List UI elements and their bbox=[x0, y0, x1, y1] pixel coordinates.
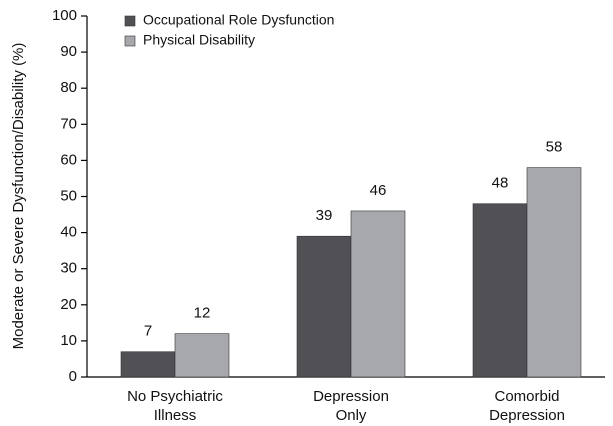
x-tick-label: Depression Only bbox=[313, 388, 389, 424]
data-label: 39 bbox=[316, 207, 333, 224]
y-tick-label: 50 bbox=[60, 187, 77, 204]
legend-swatch bbox=[124, 15, 136, 27]
bar bbox=[526, 167, 582, 378]
bar bbox=[174, 333, 230, 378]
y-tick-label: 100 bbox=[52, 7, 77, 24]
legend-swatch bbox=[124, 35, 136, 47]
data-label: 48 bbox=[492, 175, 509, 192]
y-tick-label: 10 bbox=[60, 332, 77, 349]
y-tick-label: 80 bbox=[60, 79, 77, 96]
y-tick-label: 90 bbox=[60, 43, 77, 60]
y-tick-label: 40 bbox=[60, 224, 77, 241]
legend-label: Physical Disability bbox=[143, 32, 255, 48]
data-label: 58 bbox=[546, 139, 563, 156]
data-label: 12 bbox=[194, 305, 211, 322]
y-tick-label: 30 bbox=[60, 260, 77, 277]
x-tick-label: No Psychiatric Illness bbox=[127, 388, 223, 424]
bar bbox=[120, 351, 176, 378]
x-tick-label: Comorbid Depression bbox=[489, 388, 565, 424]
y-axis-label: Moderate or Severe Dysfunction/Disabilit… bbox=[10, 43, 27, 350]
bar bbox=[296, 235, 352, 378]
data-label: 46 bbox=[370, 182, 387, 199]
bar bbox=[350, 210, 406, 378]
y-tick-label: 20 bbox=[60, 296, 77, 313]
y-tick-label: 70 bbox=[60, 115, 77, 132]
bar bbox=[472, 203, 528, 378]
y-tick-label: 0 bbox=[69, 368, 77, 385]
y-tick-label: 60 bbox=[60, 151, 77, 168]
data-label: 7 bbox=[144, 323, 152, 340]
legend-label: Occupational Role Dysfunction bbox=[143, 12, 334, 28]
